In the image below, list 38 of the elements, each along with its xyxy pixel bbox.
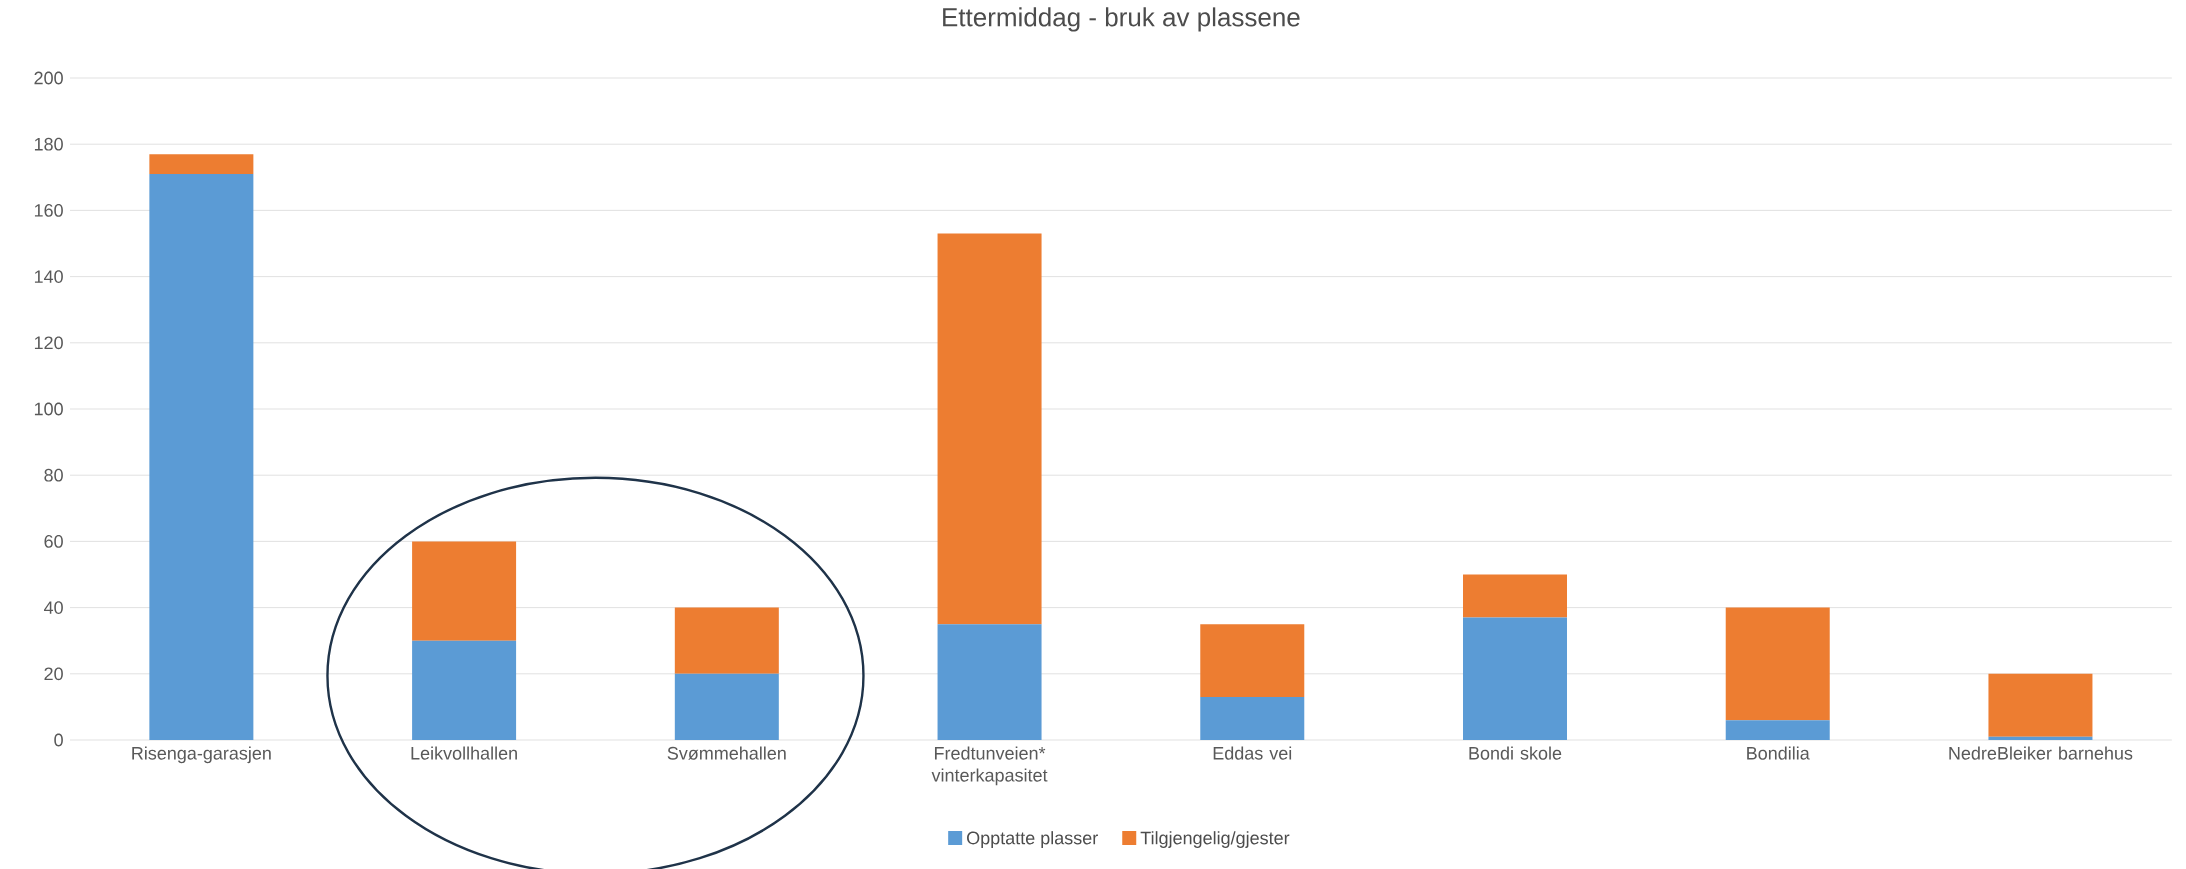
bar: [1988, 673, 2093, 737]
x-tick-label: Bondi skole: [1469, 746, 1562, 760]
y-tick-label: 60: [44, 535, 63, 548]
x-tick-label: Leikvollhallen: [411, 746, 517, 760]
bar: [412, 640, 517, 740]
bar: [937, 233, 1042, 625]
bar: [1463, 617, 1567, 740]
bar: [1463, 574, 1567, 618]
bar: [149, 154, 254, 174]
bar: [1725, 720, 1830, 740]
x-tick-label: Fredtunveien* vinterkapasitet: [931, 746, 1048, 786]
y-tick-label: 80: [44, 468, 63, 482]
x-tick-label: Bondilia: [1747, 746, 1810, 760]
x-tick-label: Svømmehallen: [667, 746, 786, 760]
x-tick-label: Risenga-garasjen: [132, 746, 271, 764]
y-tick-label: 40: [43, 601, 63, 614]
legend-label: Opptatte plasser: [967, 831, 1098, 848]
y-tick-label: 100: [34, 402, 63, 416]
chart-title: Ettermiddag - bruk av plassene: [943, 7, 1300, 32]
y-tick-label: 200: [34, 71, 63, 85]
bar: [1725, 607, 1830, 721]
y-tick-label: 120: [34, 336, 63, 350]
x-tick-label: NedreBleiker barnehus: [1949, 746, 2133, 760]
bar: [149, 173, 254, 740]
bar: [1200, 624, 1305, 697]
y-tick-label: 180: [34, 137, 63, 151]
bar: [1200, 696, 1305, 740]
y-tick-label: 140: [34, 270, 63, 283]
x-tick-label: Eddas vei: [1213, 746, 1292, 760]
bar: [412, 541, 517, 641]
bar: [937, 624, 1042, 740]
bar: [674, 673, 779, 740]
bar: [1988, 736, 2093, 740]
legend-label: Tilgjengelig/gjester: [1140, 831, 1290, 848]
bar: [674, 607, 779, 674]
y-tick-label: 0: [54, 733, 63, 747]
y-tick-label: 20: [44, 667, 63, 681]
y-tick-label: 160: [34, 204, 63, 217]
